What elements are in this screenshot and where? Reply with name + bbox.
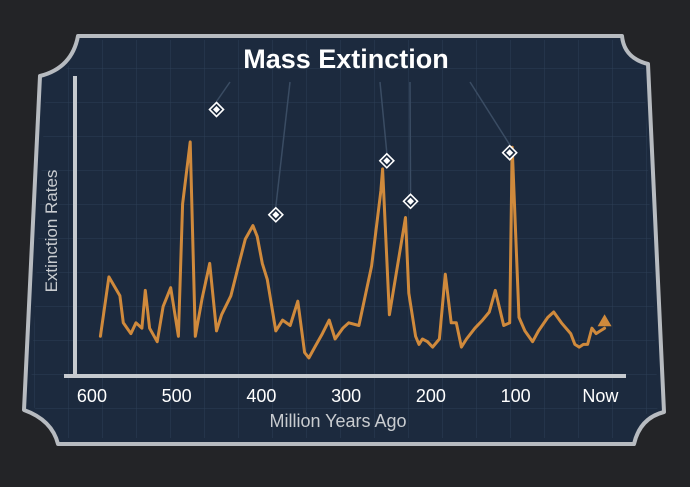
chart-grid bbox=[30, 40, 658, 438]
peak-connector bbox=[409, 81, 412, 194]
x-tick-label: 500 bbox=[162, 386, 192, 406]
x-tick-label: 300 bbox=[331, 386, 361, 406]
x-tick-label: 600 bbox=[77, 386, 107, 406]
peak-marker bbox=[501, 144, 518, 161]
peak-connector bbox=[275, 81, 291, 207]
series-layer bbox=[98, 140, 612, 360]
peak-marker bbox=[402, 193, 419, 210]
peak-marker bbox=[267, 206, 284, 223]
x-axis-label: Million Years Ago bbox=[269, 411, 406, 431]
x-tick-label: 100 bbox=[501, 386, 531, 406]
y-axis-label: Extinction Rates bbox=[42, 170, 61, 293]
arrow-up-icon bbox=[597, 314, 612, 327]
chart-title: Mass Extinction bbox=[243, 44, 449, 74]
x-tick-label: 200 bbox=[416, 386, 446, 406]
extinction-series-line bbox=[98, 140, 607, 360]
peak-marker bbox=[208, 101, 225, 118]
x-tick-label: 400 bbox=[246, 386, 276, 406]
peak-connector bbox=[215, 81, 231, 102]
peak-connectors bbox=[215, 81, 511, 207]
peak-markers bbox=[208, 101, 518, 223]
x-tick-label: Now bbox=[582, 386, 619, 406]
peak-connector bbox=[469, 81, 511, 146]
peak-marker bbox=[378, 152, 395, 169]
x-tick-labels: 600 500 400 300 200 100 Now bbox=[77, 386, 619, 406]
peak-connector bbox=[379, 81, 388, 153]
